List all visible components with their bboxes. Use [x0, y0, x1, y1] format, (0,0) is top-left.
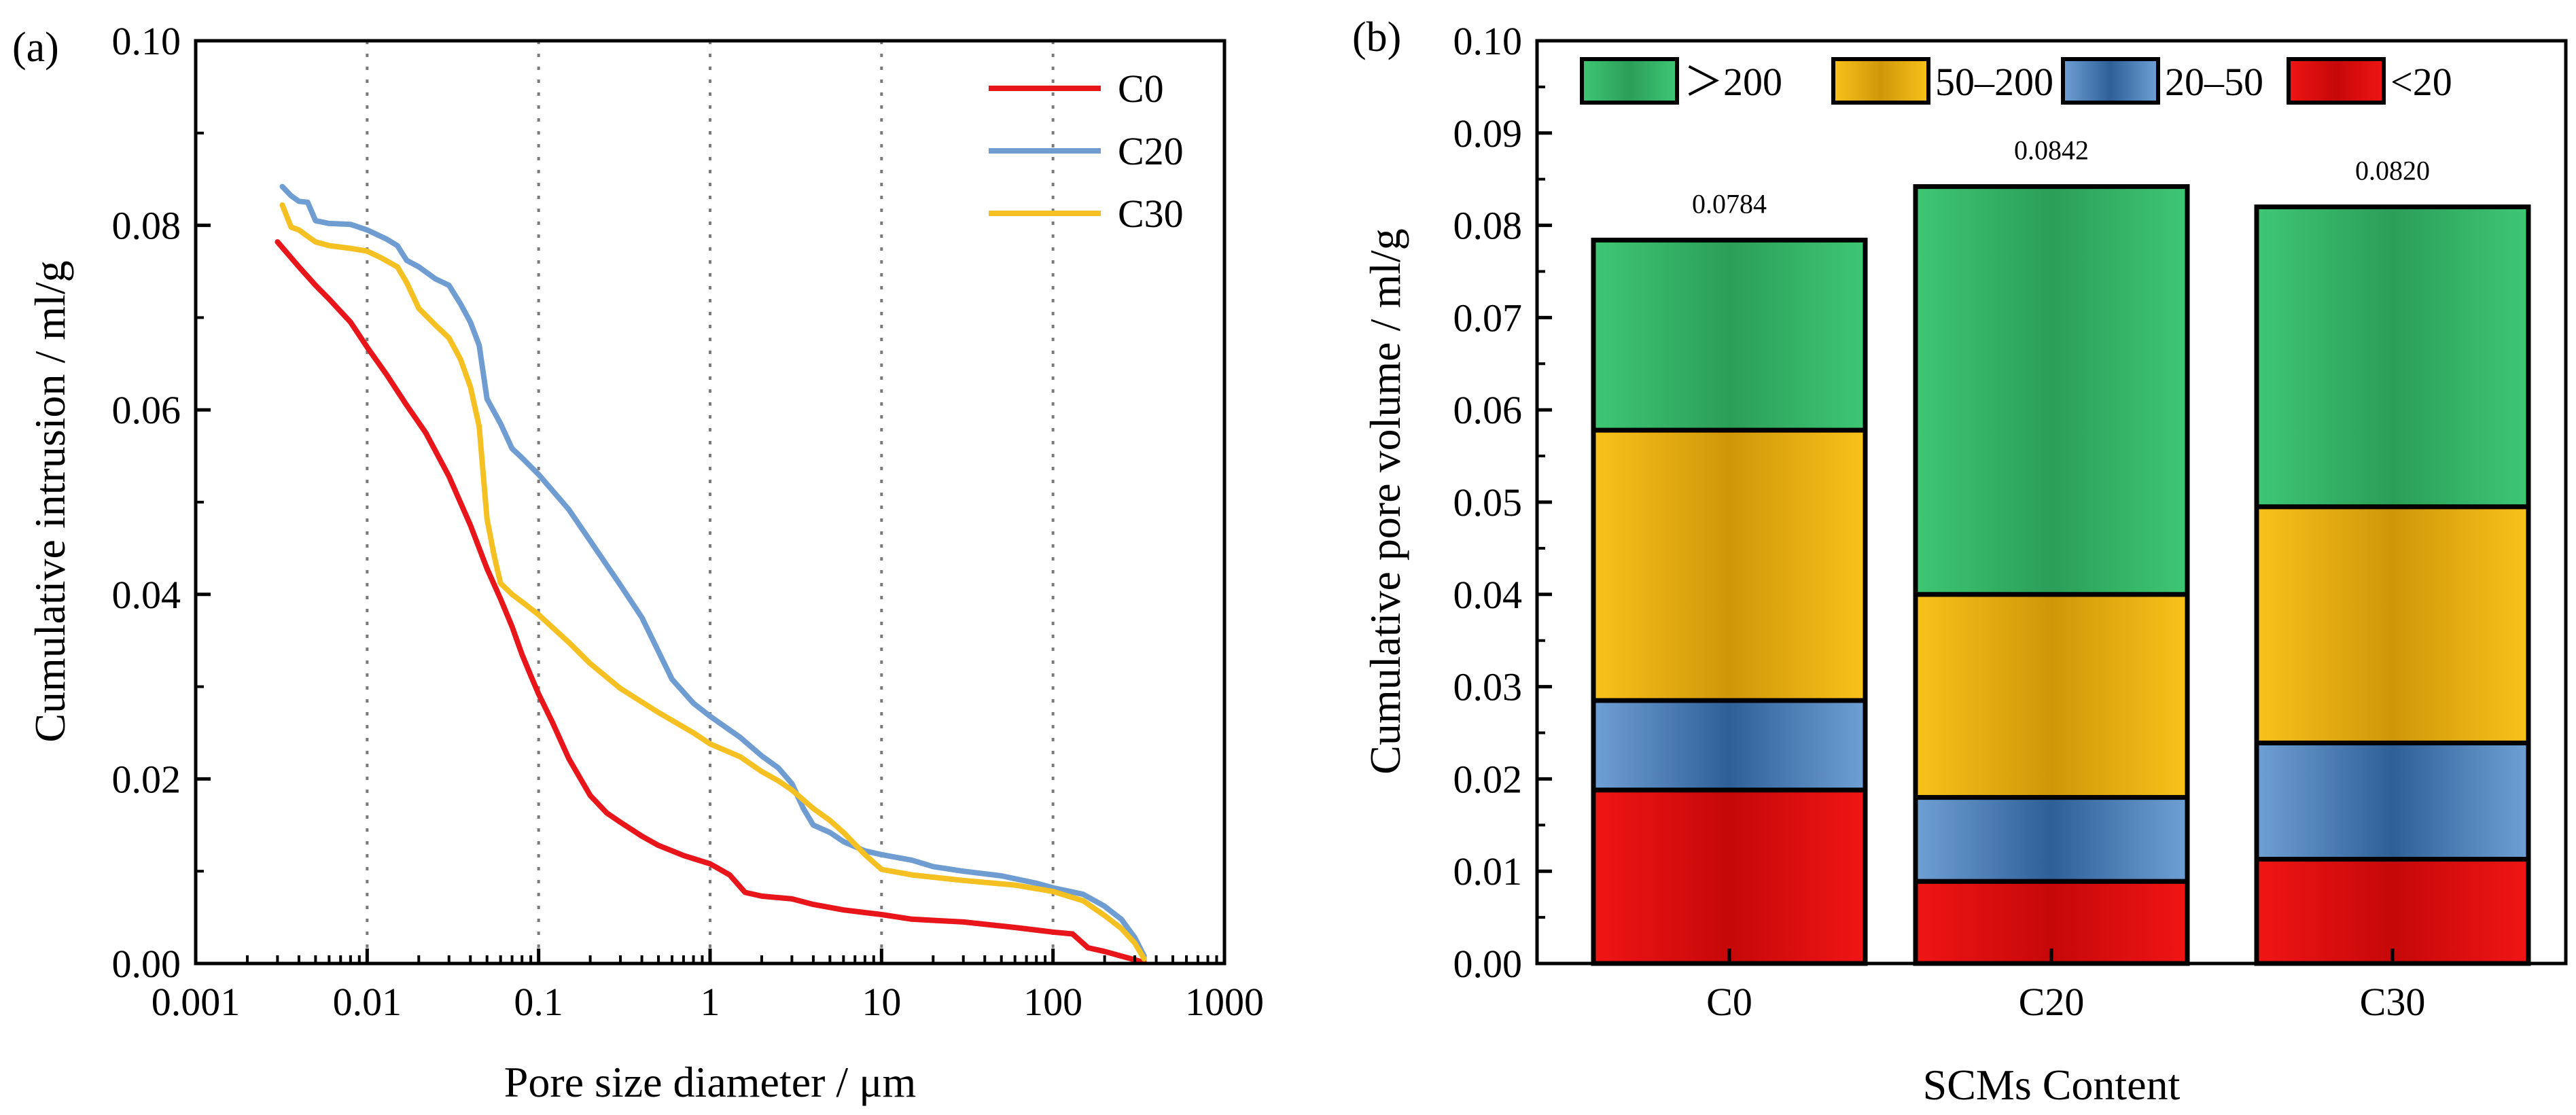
panel-b-x-axis: C0 C20 C30: [1706, 949, 2425, 1024]
legend-swatch-1: [1831, 57, 1930, 105]
y-tick-label: 0.03: [1453, 665, 1523, 709]
legend-label-c30: C30: [1118, 192, 1184, 236]
series-line-c30: [279, 202, 1147, 962]
y-tick-label: 0.09: [1453, 111, 1523, 156]
panel-a-series-lines: [275, 183, 1147, 966]
panel-a-x-axis: 0.001 0.01 0.1 1 10 100 1000: [152, 949, 1264, 1024]
total-label-c30: 0.0820: [2355, 155, 2430, 185]
legend-label-0: ＞200: [1684, 60, 1782, 104]
panel-b-x-axis-title: SCMs Content: [1923, 1061, 2181, 1109]
x-tick-label: 1000: [1185, 980, 1264, 1024]
x-tick-label: 100: [1023, 980, 1082, 1024]
bar-segment-c30-2: [2254, 504, 2531, 745]
bar-segment-c0-2: [1591, 427, 1868, 703]
panel-a-plot-frame: [194, 39, 1227, 966]
y-tick-label: 0.10: [112, 19, 181, 63]
bar-segment-c20-1: [1913, 795, 2190, 884]
bar-segment-c0-1: [1591, 698, 1868, 793]
panel-a-line-chart: (a) 0.001 0.01 0.1 1 10 100 1000 0.000.020.040…: [12, 19, 1264, 1106]
y-tick-label: 0.04: [1453, 573, 1523, 617]
panel-a-gridlines: [366, 41, 1055, 963]
total-label-c0: 0.0784: [1692, 188, 1767, 219]
bar-segment-c30-0: [2254, 857, 2531, 966]
series-line-c0: [275, 239, 1147, 966]
y-tick-label: 0.00: [1453, 942, 1523, 986]
panel-a-x-axis-title: Pore size diameter / μm: [504, 1058, 917, 1106]
x-tick-label-c0: C0: [1706, 980, 1752, 1024]
legend-label-3: <20: [2390, 60, 2452, 104]
panel-b-y-axis: 0.00 0.01 0.02 0.03 0.04 0.05 0.06 0.07 0.08 0.09…: [1453, 19, 1552, 986]
bar-segment-c20-3: [1913, 184, 2190, 597]
panel-b-stacked-bar-chart: (b) 0.0784 0.0842 0.0820 C0 C20 C30 0.00 0.01…: [1352, 14, 2568, 1109]
y-tick-label: 0.04: [112, 573, 181, 617]
panel-b-legend: ＞200 50–200 20–50 <20: [1580, 57, 2452, 105]
x-tick-label: 10: [862, 980, 901, 1024]
x-tick-label: 1: [701, 980, 720, 1024]
series-line-c20: [279, 183, 1147, 959]
bar-segment-c30-1: [2254, 740, 2531, 862]
legend-swatch-2: [2061, 57, 2160, 105]
legend-label-c20: C20: [1118, 129, 1184, 173]
bar-segment-c0-0: [1591, 787, 1868, 966]
y-tick-label: 0.01: [1453, 849, 1523, 893]
panel-a-y-axis-title: Cumulative intrusion / ml/g: [26, 260, 74, 742]
total-label-c20: 0.0842: [2014, 135, 2089, 166]
y-tick-label: 0.02: [1453, 757, 1523, 801]
panel-a-legend: C0 C20 C30: [989, 67, 1184, 236]
bar-segment-c20-2: [1913, 592, 2190, 800]
y-tick-label: 0.05: [1453, 480, 1523, 525]
x-tick-label: 0.1: [514, 980, 563, 1024]
panel-b-label: (b): [1352, 14, 1401, 60]
legend-label-2: 20–50: [2165, 60, 2263, 104]
bar-segment-c0-3: [1591, 237, 1868, 433]
x-tick-label-c30: C30: [2360, 980, 2426, 1024]
legend-label-c0: C0: [1118, 67, 1164, 111]
y-tick-label: 0.02: [112, 757, 181, 801]
legend-swatch-3: [2287, 57, 2386, 105]
x-tick-label-c20: C20: [2019, 980, 2085, 1024]
legend-label-1: 50–200: [1935, 60, 2053, 104]
panel-a-label: (a): [12, 24, 59, 71]
y-tick-label: 0.06: [112, 388, 181, 432]
bar-segment-c30-3: [2254, 204, 2531, 510]
y-tick-label: 0.06: [1453, 388, 1523, 432]
y-tick-label: 0.00: [112, 942, 181, 986]
y-tick-label: 0.10: [1453, 19, 1523, 63]
y-tick-label: 0.08: [112, 204, 181, 248]
panel-a-y-axis: 0.00 0.02 0.04 0.06 0.08 0.10: [112, 19, 211, 986]
x-tick-label: 0.001: [152, 980, 241, 1024]
y-tick-label: 0.07: [1453, 296, 1523, 340]
x-tick-label: 0.01: [333, 980, 402, 1024]
y-tick-label: 0.08: [1453, 204, 1523, 248]
panel-b-bars: 0.0784 0.0842 0.0820: [1591, 135, 2531, 966]
legend-swatch-0: [1580, 57, 1679, 105]
panel-b-y-axis-title: Cumulative pore volume / ml/g: [1361, 228, 1409, 774]
